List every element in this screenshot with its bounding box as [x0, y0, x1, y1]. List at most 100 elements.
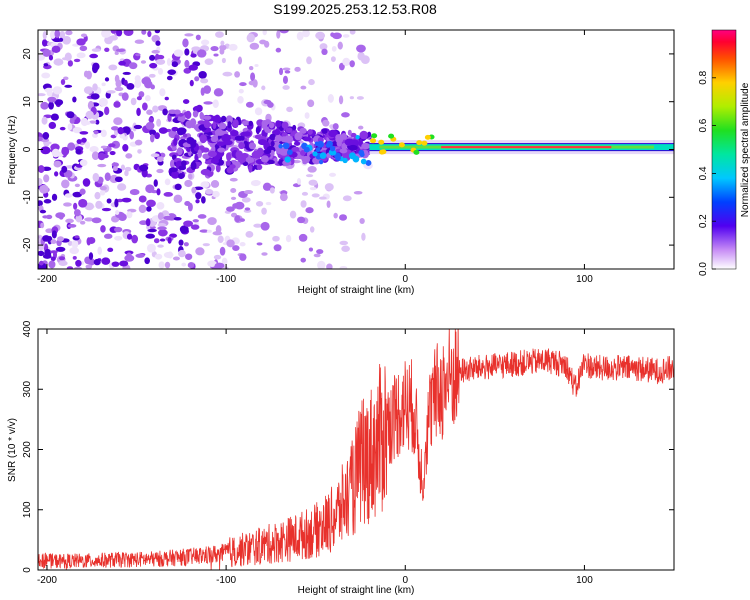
- spectrogram-blob: [331, 32, 342, 40]
- spectrogram-blob: [117, 127, 124, 135]
- spectrogram-blob: [145, 233, 155, 239]
- spectrogram-blob: [78, 198, 88, 208]
- spectrogram-blob: [195, 34, 201, 41]
- spectrogram-peak: [315, 147, 321, 153]
- spectrogram-blob: [144, 95, 151, 102]
- spectrogram-blob: [195, 199, 200, 204]
- snr-content: [38, 329, 674, 570]
- colorbar-label: Normalized spectral amplitude: [740, 82, 750, 217]
- spectrogram-blob: [331, 45, 337, 52]
- spectrogram-blob: [145, 218, 151, 227]
- spectrogram-blob: [152, 105, 159, 113]
- spectrogram-blob: [250, 180, 261, 187]
- spectrogram-blob: [69, 247, 79, 255]
- spectrogram-blob: [202, 153, 210, 160]
- spectrogram-blob: [63, 76, 69, 81]
- spectrogram-blob: [261, 207, 267, 215]
- snr-x-tick-label: 100: [576, 575, 593, 586]
- spectrogram-blob: [333, 212, 338, 219]
- spectrogram-blob: [195, 247, 205, 256]
- spectrogram-blob: [138, 195, 147, 203]
- spectrogram-blob: [89, 120, 97, 124]
- spectrogram-blob: [51, 230, 57, 239]
- spectrogram-blob: [268, 122, 275, 129]
- spectrogram-blob: [134, 139, 143, 146]
- spectrogram-blob: [356, 44, 366, 53]
- spectrogram-blob: [235, 150, 243, 160]
- spectrogram-peak: [358, 149, 365, 156]
- spectrogram-peak: [282, 142, 290, 150]
- spectrogram-blob: [57, 236, 65, 242]
- spectrogram-blob: [296, 178, 302, 185]
- spectrogram-blob: [147, 228, 157, 233]
- spectrogram-blob: [146, 224, 151, 230]
- spectrogram-blob: [179, 225, 189, 234]
- snr-x-tick-label: 0: [402, 575, 408, 586]
- spectrogram-blob: [164, 178, 171, 186]
- spectrogram-blob: [249, 42, 260, 50]
- spectrogram-peak: [330, 149, 337, 156]
- spectrogram-blob: [134, 79, 142, 89]
- spectrogram-blob: [226, 166, 234, 174]
- spectrogram-blob: [104, 77, 110, 82]
- spectrogram-blob: [173, 49, 184, 57]
- spectrogram-blob: [61, 179, 70, 189]
- spectrogram-blob: [239, 253, 247, 261]
- figure-title: S199.2025.253.12.53.R08: [273, 1, 437, 17]
- spectrogram-blob: [339, 214, 348, 221]
- spectrogram-blob: [103, 233, 113, 239]
- spectrogram-blob: [163, 215, 173, 220]
- spectrogram-blob: [200, 168, 211, 176]
- spectrogram-blob: [109, 35, 118, 41]
- spectrogram-blob: [173, 194, 183, 204]
- spectrogram-blob: [171, 61, 179, 68]
- spectrogram-blob: [72, 96, 77, 103]
- spectrogram-blob: [190, 161, 197, 171]
- spectrogram-blob: [308, 179, 318, 186]
- spectrogram-blob: [79, 45, 88, 52]
- spectrogram-blob: [267, 101, 274, 108]
- spectrogram-blob: [145, 121, 155, 130]
- spectrogram-blob: [294, 132, 302, 141]
- spectrogram-blob: [104, 172, 111, 182]
- spectrogram-blob: [41, 116, 48, 125]
- spectrogram-blob: [177, 173, 185, 180]
- spectrogram-blob: [184, 110, 192, 120]
- spectrogram-blob: [167, 69, 177, 75]
- spectrogram-blob: [319, 43, 328, 51]
- spectrogram-blob: [328, 129, 338, 138]
- spectrogram-blob: [119, 133, 125, 139]
- spectrogram-blob: [361, 232, 366, 241]
- spectrogram-blob: [114, 226, 123, 233]
- spectrogram-blob: [245, 157, 255, 164]
- spectrogram-blob: [113, 101, 121, 108]
- spectrogram-blob: [69, 117, 75, 124]
- spectrogram-blob: [114, 176, 123, 183]
- spectrogram-blob: [128, 62, 138, 70]
- spectrogram-blob: [302, 136, 312, 142]
- spectrogram-blob: [313, 253, 321, 258]
- spectrogram-peak: [355, 134, 360, 140]
- spectrogram-blob: [80, 33, 88, 38]
- spectrogram-blob: [114, 198, 119, 208]
- spectrogram-blob: [50, 256, 56, 262]
- spectrogram-blob: [101, 257, 111, 265]
- spectrogram-blob: [40, 222, 45, 229]
- snr-series-line: [38, 329, 674, 570]
- spectrogram-blob: [248, 120, 253, 126]
- spectrogram-blob: [327, 94, 334, 103]
- spectrogram-blob: [91, 217, 102, 224]
- spectrogram-blob: [203, 101, 213, 105]
- spectrogram-x-tick-label: 100: [576, 274, 593, 285]
- spectrogram-peak: [317, 140, 324, 148]
- spectrogram-blob: [51, 45, 61, 54]
- spectrogram-blob: [64, 193, 73, 198]
- spectrogram-blob: [149, 225, 156, 230]
- spectrogram-blob: [215, 164, 221, 173]
- spectrogram-blob: [213, 88, 224, 97]
- spectrogram-blob: [190, 53, 197, 58]
- spectrogram-blob: [342, 57, 351, 66]
- spectrogram-blob: [126, 233, 133, 240]
- spectrogram-blob: [48, 101, 54, 110]
- spectrogram-blob: [43, 199, 52, 204]
